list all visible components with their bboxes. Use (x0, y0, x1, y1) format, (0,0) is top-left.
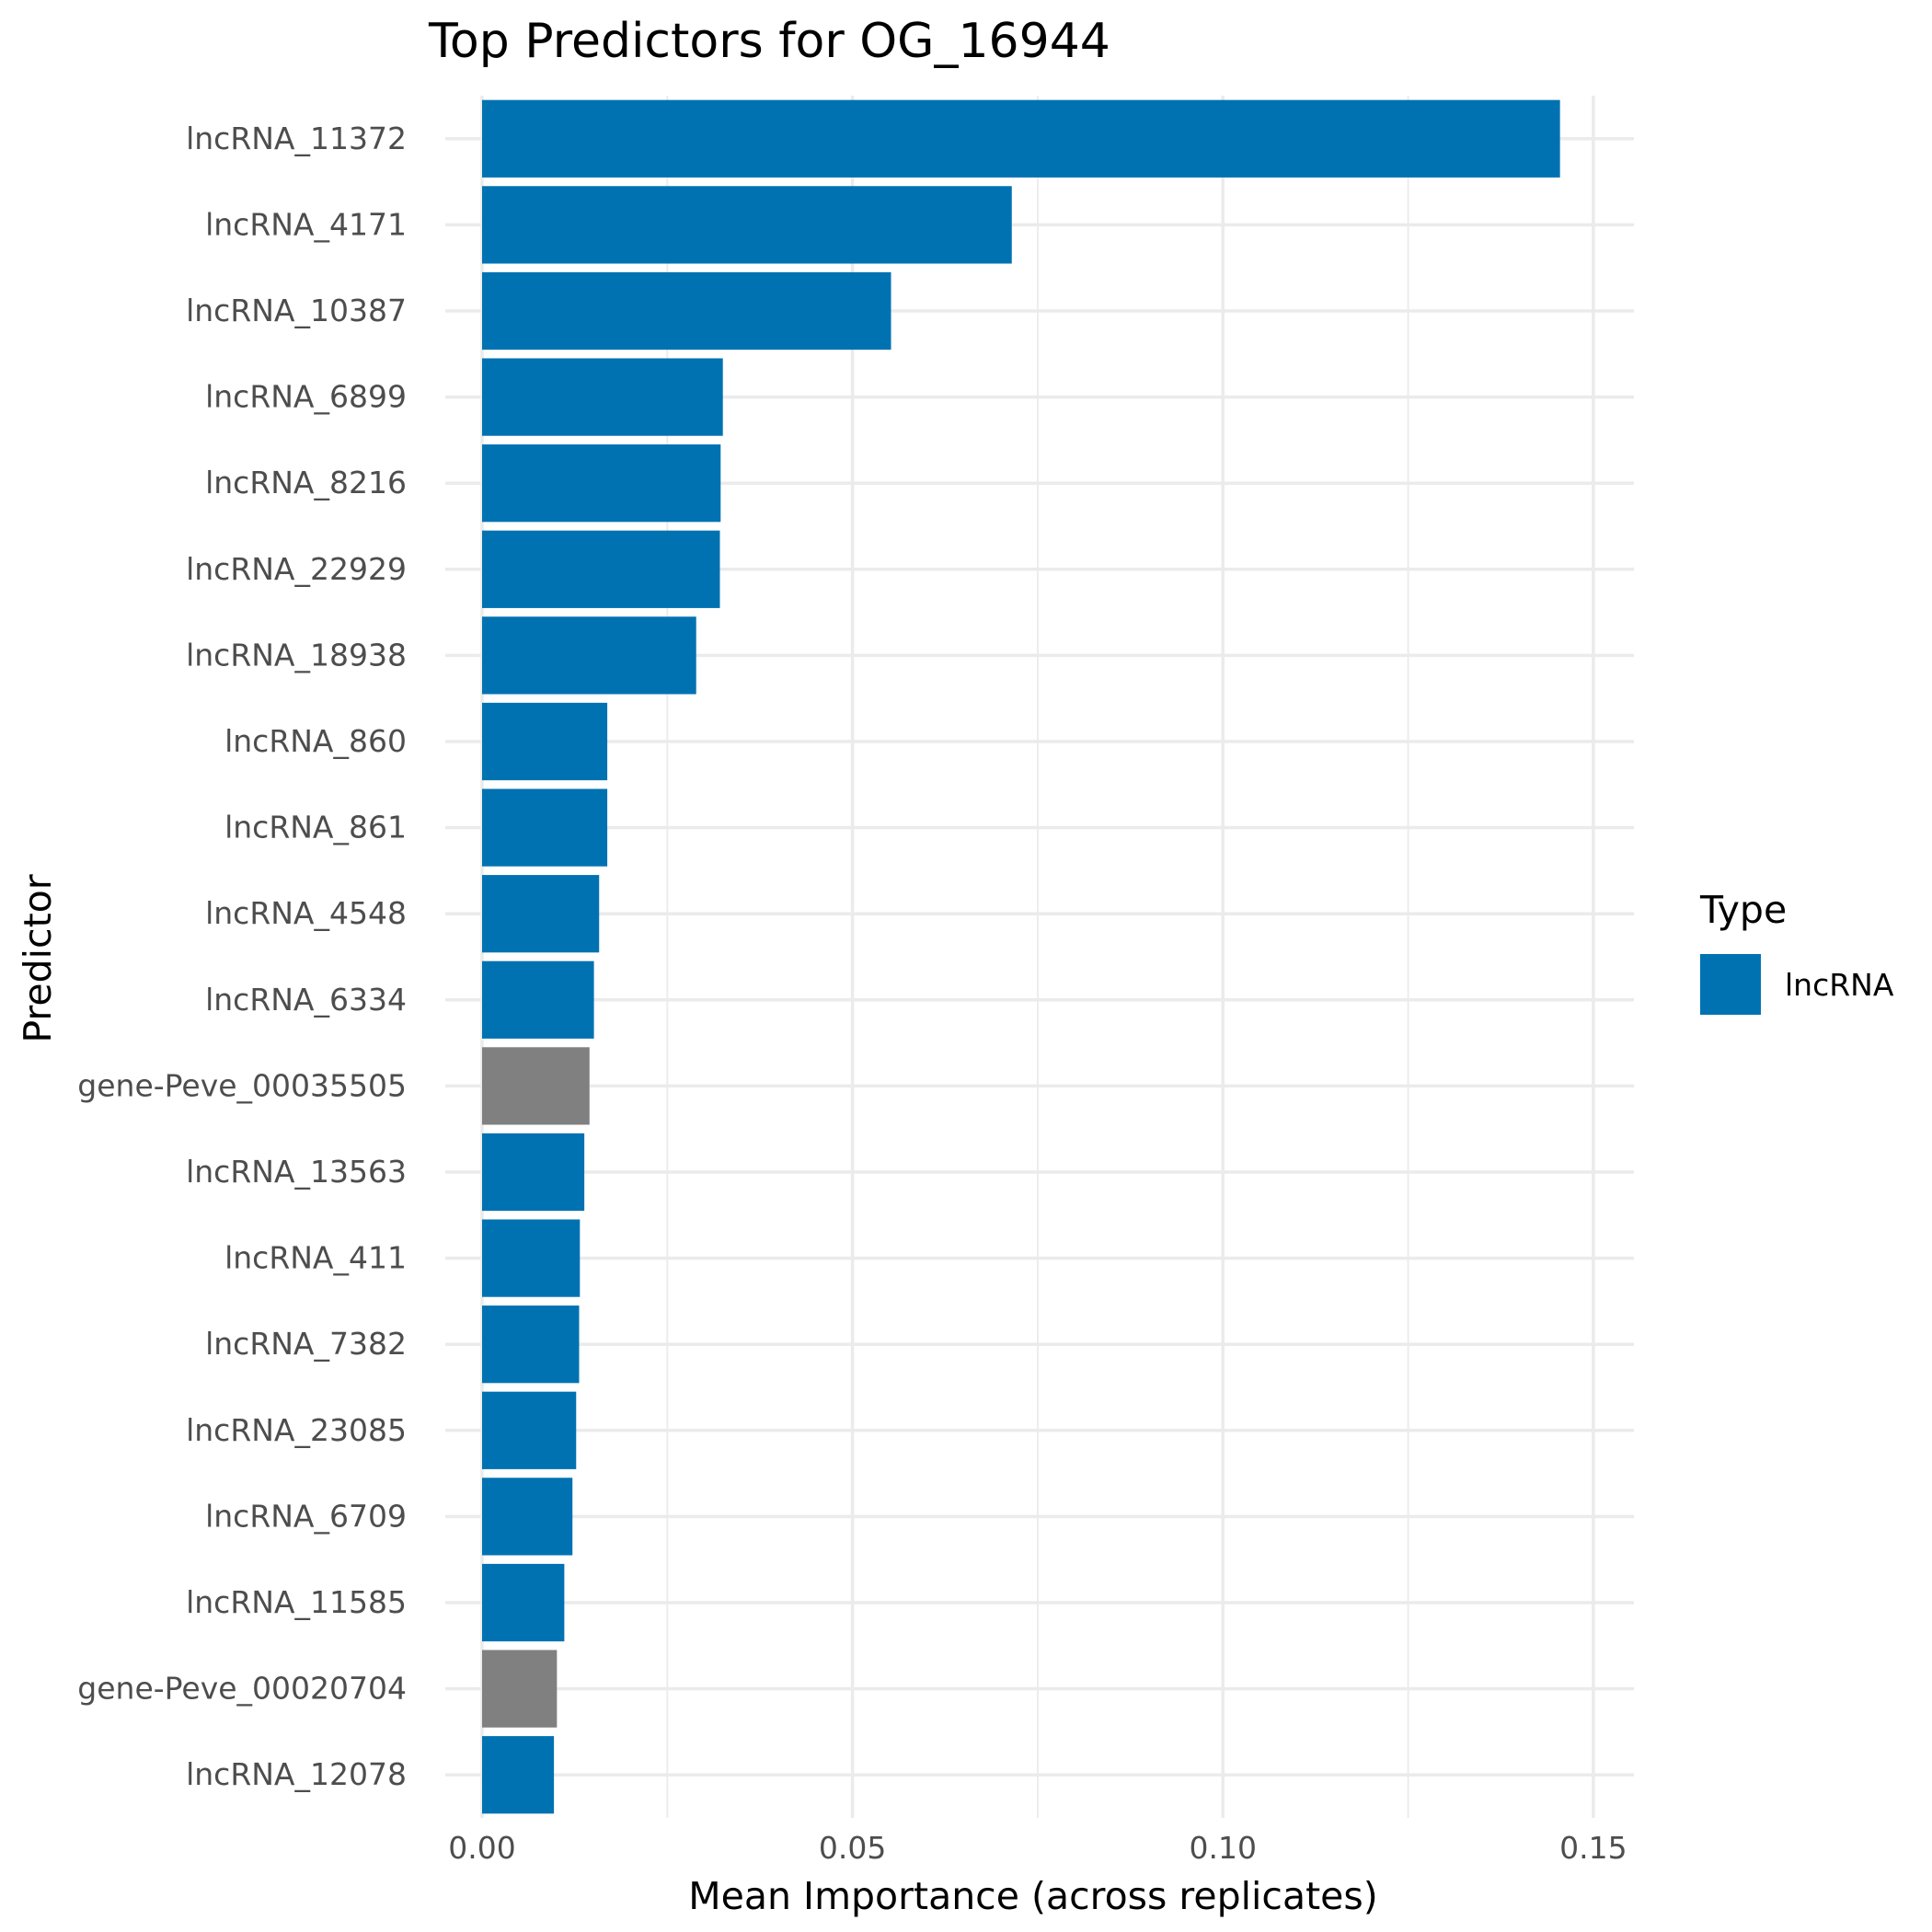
y-tick-label: lncRNA_13563 (186, 1154, 407, 1190)
x-tick-labels: 0.00 0.05 0.10 0.15 (448, 1830, 1627, 1866)
bar-lncrna_23085 (482, 1391, 577, 1469)
y-tick-label: lncRNA_23085 (186, 1412, 407, 1448)
y-tick-label: lncRNA_7382 (205, 1326, 407, 1362)
bar-lncrna_411 (482, 1219, 581, 1297)
y-tick-label: gene-Peve_00035505 (77, 1067, 407, 1103)
y-tick-label: gene-Peve_00020704 (77, 1671, 407, 1707)
bar-gene-peve_00020704 (482, 1650, 558, 1728)
y-axis-label: Predictor (16, 874, 60, 1042)
chart-title: Top Predictors for OG_16944 (428, 14, 1110, 69)
x-tick-label: 0.00 (448, 1830, 515, 1866)
bar-lncrna_13563 (482, 1133, 585, 1212)
y-tick-label: lncRNA_861 (224, 810, 407, 845)
bar-lncrna_4171 (482, 186, 1012, 264)
y-tick-label: lncRNA_411 (224, 1240, 407, 1276)
bar-lncrna_6334 (482, 960, 594, 1039)
x-tick-label: 0.05 (819, 1830, 886, 1866)
y-tick-label: lncRNA_6709 (205, 1498, 407, 1534)
y-tick-label: lncRNA_6899 (205, 379, 407, 415)
x-axis-label: Mean Importance (across replicates) (688, 1874, 1378, 1918)
y-tick-label: lncRNA_6334 (205, 982, 407, 1018)
y-tick-label: lncRNA_4171 (205, 206, 407, 242)
bar-lncrna_22929 (482, 530, 720, 608)
bar-lncrna_18938 (482, 616, 696, 695)
y-tick-label: lncRNA_22929 (186, 551, 407, 587)
bar-lncrna_10387 (482, 271, 891, 351)
bar-lncrna_6709 (482, 1478, 573, 1556)
legend-label-lncrna: lncRNA (1785, 967, 1894, 1003)
bar-lncrna_8216 (482, 444, 721, 523)
bars (482, 99, 1560, 1814)
bar-lncrna_12078 (482, 1736, 555, 1814)
bar-lncrna_861 (482, 788, 608, 867)
bar-lncrna_11585 (482, 1563, 565, 1642)
legend-title: Type (1699, 888, 1787, 932)
bar-lncrna_7382 (482, 1305, 580, 1384)
y-tick-labels: lncRNA_11372 lncRNA_4171 lncRNA_10387 lncRN… (77, 121, 407, 1792)
y-tick-label: lncRNA_11372 (186, 121, 407, 156)
y-tick-label: lncRNA_11585 (186, 1584, 407, 1620)
y-tick-label: lncRNA_10387 (186, 293, 407, 328)
legend: Type lncRNA (1699, 888, 1894, 1015)
bar-lncrna_860 (482, 702, 608, 781)
bar-lncrna_11372 (482, 99, 1560, 178)
y-tick-label: lncRNA_8216 (205, 465, 407, 500)
x-tick-label: 0.10 (1190, 1830, 1257, 1866)
bar-gene-peve_00035505 (482, 1047, 590, 1125)
legend-key-lncrna (1700, 954, 1761, 1015)
y-tick-label: lncRNA_18938 (186, 637, 407, 673)
y-tick-label: lncRNA_12078 (186, 1756, 407, 1792)
bar-lncrna_6899 (482, 358, 723, 436)
y-tick-label: lncRNA_860 (224, 723, 407, 759)
bar-lncrna_4548 (482, 875, 600, 953)
gridlines (445, 96, 1634, 1818)
y-tick-label: lncRNA_4548 (205, 895, 407, 931)
x-tick-label: 0.15 (1559, 1830, 1627, 1866)
